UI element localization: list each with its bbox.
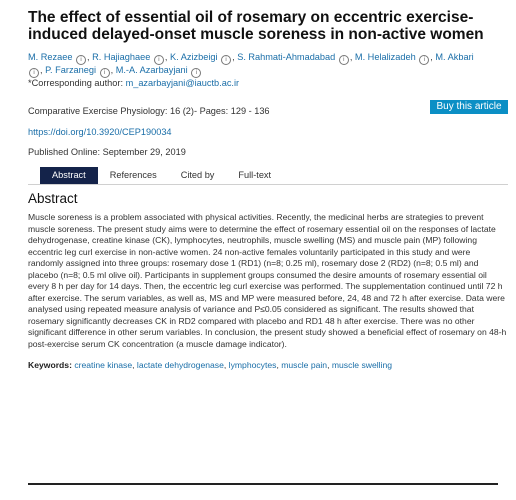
- author-list: M. Rezaee i, R. Hajiaghaee i, K. Azizbei…: [28, 52, 474, 78]
- keyword-link[interactable]: muscle swelling: [331, 360, 393, 370]
- buy-article-button[interactable]: Buy this article: [430, 100, 508, 114]
- corresponding-label: *Corresponding author:: [28, 78, 126, 88]
- journal-citation: Comparative Exercise Physiology: 16 (2)-…: [28, 106, 270, 116]
- author-link[interactable]: K. Azizbeigi i: [170, 52, 232, 65]
- article-title: The effect of essential oil of rosemary …: [28, 9, 484, 43]
- keyword-link[interactable]: creatine kinase: [74, 360, 133, 370]
- published-date: Published Online: September 29, 2019: [28, 147, 186, 157]
- orcid-icon[interactable]: i: [419, 55, 430, 65]
- abstract-heading: Abstract: [28, 191, 78, 206]
- keyword-link[interactable]: lymphocytes: [228, 360, 277, 370]
- orcid-icon[interactable]: i: [29, 68, 39, 78]
- author-link[interactable]: M. Helalizadeh i: [355, 52, 430, 65]
- corresponding-author: *Corresponding author: m_azarbayjani@iau…: [28, 78, 508, 89]
- author-link[interactable]: M. Akbari: [435, 52, 474, 62]
- journal-row: Comparative Exercise Physiology: 16 (2)-…: [28, 100, 508, 116]
- article-page: The effect of essential oil of rosemary …: [28, 0, 508, 370]
- author-link[interactable]: P. Farzanegi i: [45, 65, 110, 78]
- orcid-icon[interactable]: i: [153, 55, 164, 65]
- author-link[interactable]: M.-A. Azarbayjani i: [116, 65, 203, 78]
- orcid-icon[interactable]: i: [99, 68, 110, 78]
- keywords-label: Keywords:: [28, 360, 72, 370]
- orcid-icon[interactable]: i: [338, 55, 349, 65]
- keyword-link[interactable]: muscle pain: [281, 360, 328, 370]
- keyword-link[interactable]: lactate dehydrogenase: [136, 360, 224, 370]
- bottom-divider: [28, 483, 498, 485]
- corresponding-email-link[interactable]: m_azarbayjani@iauctb.ac.ir: [125, 78, 240, 88]
- orcid-icon[interactable]: i: [191, 68, 202, 78]
- tab-cited-by[interactable]: Cited by: [180, 170, 215, 180]
- tab-full-text[interactable]: Full-text: [238, 170, 272, 180]
- orcid-icon[interactable]: i: [221, 55, 232, 65]
- doi-link[interactable]: https://doi.org/10.3920/CEP190034: [28, 127, 172, 137]
- tab-references[interactable]: References: [109, 170, 157, 180]
- abstract-text: Muscle soreness is a problem associated …: [28, 212, 507, 349]
- keywords-row: Keywords: creatine kinase, lactate dehyd…: [28, 360, 393, 370]
- author-link[interactable]: M. Rezaee i: [28, 52, 87, 65]
- tab-abstract[interactable]: Abstract: [40, 167, 98, 184]
- author-link[interactable]: R. Hajiaghaee i: [92, 52, 165, 65]
- article-tabs: Abstract References Cited by Full-text: [28, 167, 508, 185]
- author-link[interactable]: S. Rahmati-Ahmadabad i: [237, 52, 350, 65]
- orcid-icon[interactable]: i: [76, 55, 86, 65]
